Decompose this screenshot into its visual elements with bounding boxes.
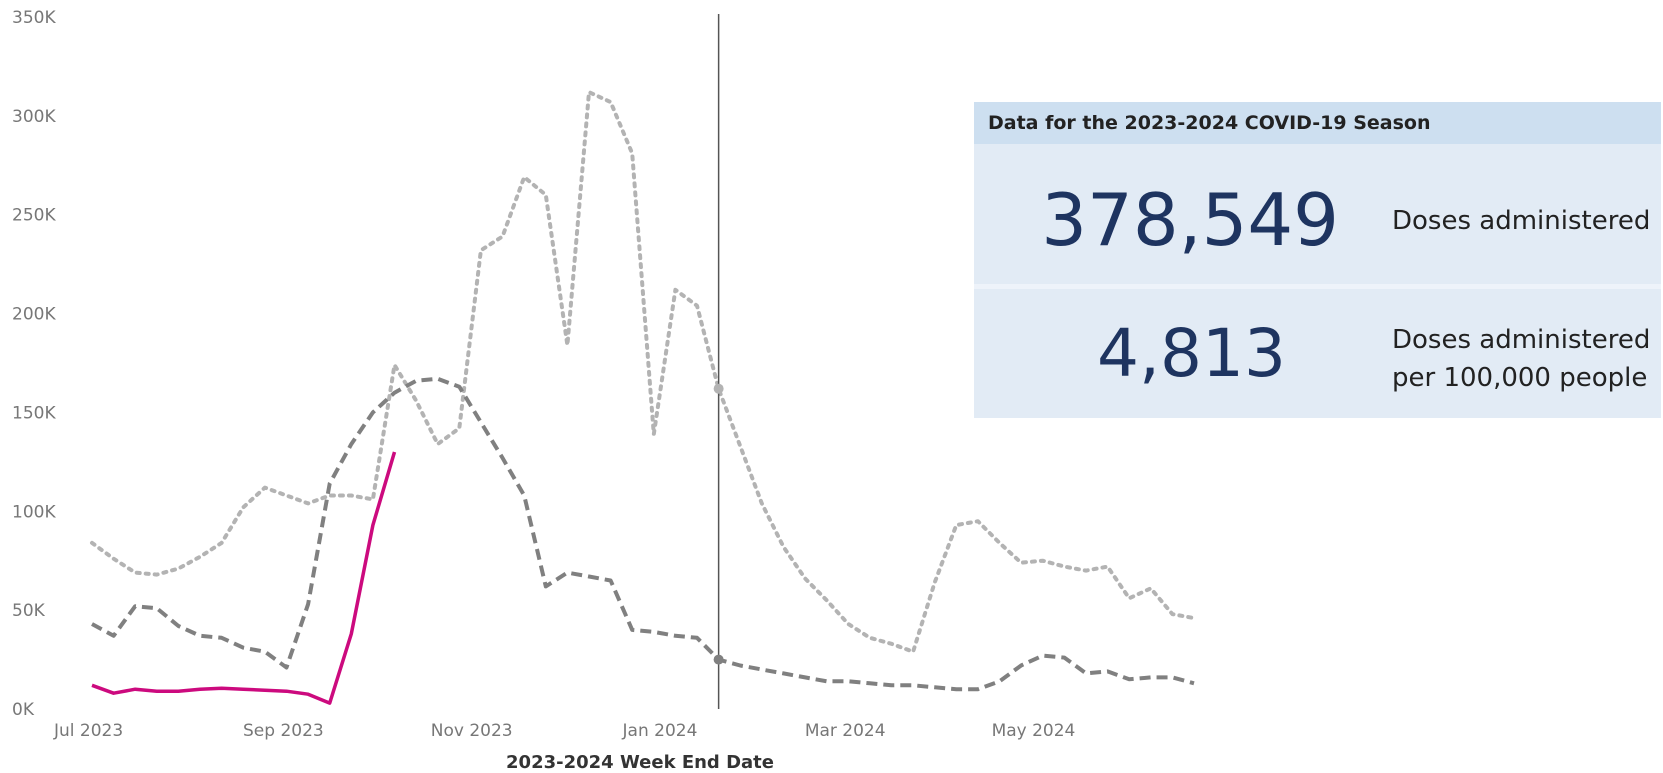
summary-card-header: Data for the 2023-2024 COVID-19 Season — [974, 102, 1661, 144]
doses-administered-row: 378,549 Doses administered — [974, 144, 1661, 289]
doses-administered-label: Doses administered — [1392, 206, 1651, 236]
y-tick-label: 200K — [12, 305, 56, 325]
doses-per-100k-value: 4,813 — [1097, 315, 1286, 392]
y-tick-label: 0K — [12, 700, 35, 720]
series-marker — [713, 383, 724, 394]
y-axis-ticks: 0K 50K 100K 150K 200K 250K 300K 350K — [12, 8, 56, 720]
y-tick-label: 50K — [12, 601, 46, 621]
y-tick-label: 350K — [12, 8, 56, 28]
y-tick-label: 300K — [12, 107, 56, 127]
series-marker — [713, 654, 724, 665]
x-axis-ticks: Jul 2023 Sep 2023 Nov 2023 Jan 2024 Mar 2024… — [53, 721, 1075, 741]
x-tick-label: Mar 2024 — [805, 721, 886, 741]
x-tick-label: Jul 2023 — [53, 721, 123, 741]
x-tick-label: Sep 2023 — [243, 721, 324, 741]
series-markers — [713, 383, 724, 665]
y-tick-label: 150K — [12, 403, 56, 423]
x-tick-label: Jan 2024 — [622, 721, 698, 741]
series-line-solid — [91, 451, 397, 705]
x-axis-title: 2023-2024 Week End Date — [506, 752, 774, 773]
x-tick-label: May 2024 — [992, 721, 1076, 741]
season-summary-card: Data for the 2023-2024 COVID-19 Season 3… — [974, 102, 1661, 418]
summary-card-title: Data for the 2023-2024 COVID-19 Season — [988, 112, 1431, 134]
x-tick-label: Nov 2023 — [431, 721, 513, 741]
doses-per-100k-row: 4,813 Doses administered per 100,000 peo… — [974, 289, 1661, 418]
series-line-dashed — [91, 376, 1195, 692]
doses-per-100k-label: Doses administered per 100,000 people — [1392, 325, 1651, 393]
doses-administered-value: 378,549 — [1041, 178, 1339, 262]
y-tick-label: 100K — [12, 502, 56, 522]
series-line-dotted — [90, 90, 1196, 654]
series-lines — [90, 90, 1196, 705]
y-tick-label: 250K — [12, 206, 56, 226]
